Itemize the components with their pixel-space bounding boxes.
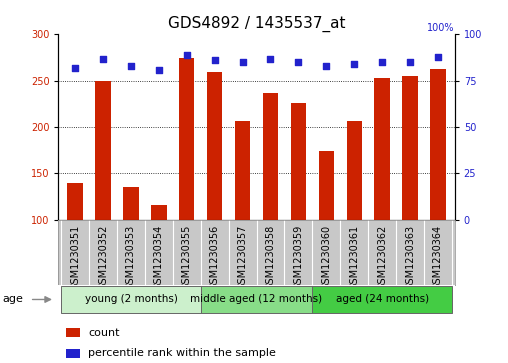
Bar — [96, 81, 111, 312]
Point — [99, 56, 107, 61]
Bar — [151, 205, 167, 312]
Text: GSM1230356: GSM1230356 — [210, 225, 219, 290]
Bar — [123, 187, 139, 312]
Bar — [291, 103, 306, 312]
Point — [127, 63, 135, 69]
Text: GSM1230359: GSM1230359 — [294, 225, 303, 290]
Text: percentile rank within the sample: percentile rank within the sample — [88, 348, 276, 358]
Text: GSM1230362: GSM1230362 — [377, 225, 387, 290]
Bar — [346, 121, 362, 312]
Text: GSM1230352: GSM1230352 — [98, 225, 108, 290]
Point — [183, 52, 191, 58]
Bar — [68, 183, 83, 312]
Point — [211, 57, 219, 63]
Point — [155, 67, 163, 73]
Bar — [179, 58, 195, 312]
Text: GSM1230351: GSM1230351 — [70, 225, 80, 290]
Bar — [430, 69, 446, 312]
Text: GSM1230361: GSM1230361 — [349, 225, 359, 290]
Point — [378, 59, 386, 65]
Text: aged (24 months): aged (24 months) — [336, 294, 429, 304]
Text: middle aged (12 months): middle aged (12 months) — [190, 294, 323, 304]
Point — [350, 61, 358, 67]
Title: GDS4892 / 1435537_at: GDS4892 / 1435537_at — [168, 16, 345, 32]
Text: GSM1230364: GSM1230364 — [433, 225, 443, 290]
Bar — [235, 121, 250, 312]
Point — [406, 59, 414, 65]
Point — [294, 59, 302, 65]
Point — [239, 59, 247, 65]
Bar — [312, 286, 452, 313]
Text: count: count — [88, 327, 120, 338]
Text: GSM1230363: GSM1230363 — [405, 225, 415, 290]
Bar — [374, 78, 390, 312]
Text: 100%: 100% — [427, 23, 455, 33]
Text: GSM1230357: GSM1230357 — [238, 225, 247, 290]
Text: GSM1230360: GSM1230360 — [321, 225, 331, 290]
Bar — [319, 151, 334, 312]
Text: GSM1230354: GSM1230354 — [154, 225, 164, 290]
Text: GSM1230353: GSM1230353 — [126, 225, 136, 290]
Bar — [263, 93, 278, 312]
Bar — [402, 76, 418, 312]
Text: young (2 months): young (2 months) — [84, 294, 177, 304]
Point — [322, 63, 330, 69]
Point — [71, 65, 79, 71]
Point — [266, 56, 274, 61]
Bar — [67, 349, 80, 358]
Point — [434, 54, 442, 60]
Bar — [207, 72, 223, 312]
Text: GSM1230358: GSM1230358 — [266, 225, 275, 290]
Bar — [61, 286, 201, 313]
Text: age: age — [3, 294, 23, 305]
Bar — [201, 286, 312, 313]
Bar — [67, 328, 80, 337]
Text: GSM1230355: GSM1230355 — [182, 225, 192, 290]
